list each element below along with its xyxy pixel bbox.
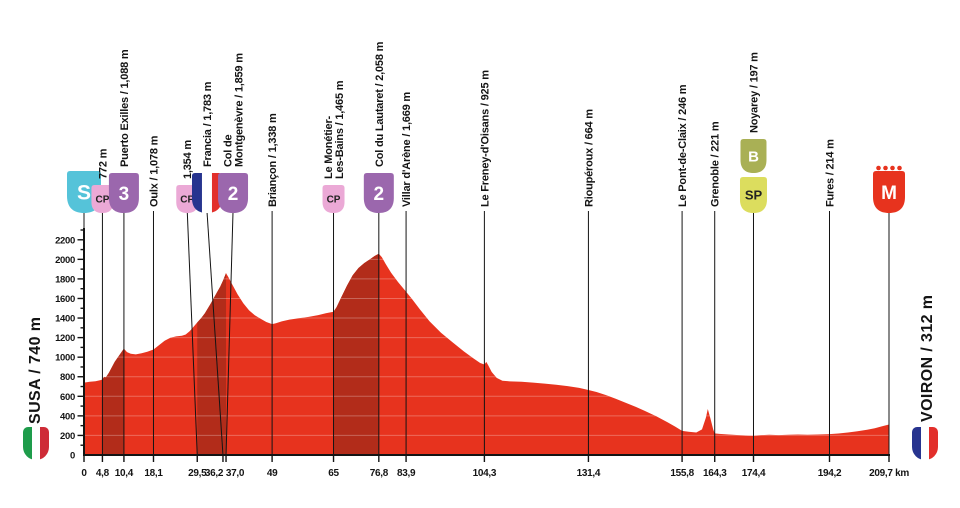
y-tick-label: 0 (70, 451, 75, 462)
y-tick-label: 400 (60, 411, 75, 422)
badge-checkpoint-cp: CP (91, 185, 114, 213)
x-tick-label: 155,8 (670, 468, 694, 479)
climb-section (197, 273, 227, 455)
waypoint-label: 772 m (97, 148, 109, 179)
x-tick-label: 131,4 (577, 468, 601, 479)
svg-text:CP: CP (327, 195, 341, 206)
waypoint-label: Grenoble / 221 m (710, 121, 722, 207)
svg-text:3: 3 (119, 184, 130, 205)
waypoint-label: Montgenèvre / 1,859 m (234, 53, 246, 167)
waypoint-line (186, 210, 198, 456)
x-tick-label: 83,9 (397, 468, 416, 479)
y-tick-label: 2000 (55, 255, 75, 266)
y-tick-label: 800 (60, 372, 75, 383)
svg-text:CP: CP (95, 195, 109, 206)
badge-category-2: 2 (363, 173, 394, 213)
waypoint-label: Col du Lautaret / 2,058 m (374, 41, 386, 167)
waypoint-label: Le Monétier- (323, 115, 335, 179)
x-tick-label: 164,3 (703, 468, 727, 479)
badge-category-2: 2 (218, 173, 249, 213)
badge-finish-m: M (873, 165, 905, 213)
badge-checkpoint-cp: CP (322, 185, 345, 213)
waypoint-line (206, 210, 224, 456)
badge-flag-france (191, 173, 222, 213)
svg-text:CP: CP (180, 195, 194, 206)
y-tick-label: 1600 (55, 294, 75, 305)
x-tick-label: 36,2 (205, 468, 224, 479)
waypoint-label: Noyarey / 197 m (748, 52, 760, 133)
x-tick-label: 209,7 km (869, 468, 909, 479)
svg-text:SP: SP (745, 188, 763, 203)
x-tick-label: 194,2 (818, 468, 842, 479)
badge-bonus-b: B (740, 139, 767, 173)
y-tick-label: 600 (60, 392, 75, 403)
svg-text:2: 2 (228, 184, 239, 205)
x-tick-label: 18,1 (144, 468, 163, 479)
svg-text:S: S (77, 182, 91, 205)
x-tick-label: 29,5 (188, 468, 207, 479)
svg-text:2: 2 (374, 184, 385, 205)
badge-category-3: 3 (108, 173, 139, 213)
waypoint-label: Oulx / 1,078 m (148, 135, 160, 207)
climb-section (102, 348, 124, 455)
y-tick-label: 1800 (55, 274, 75, 285)
waypoint-label: Rioupéroux / 664 m (583, 109, 595, 207)
waypoint-label: 1,354 m (182, 140, 194, 179)
svg-text:M: M (881, 183, 897, 204)
waypoint-label: Briançon / 1,338 m (267, 113, 279, 207)
elevation-area (84, 253, 889, 455)
climb-section (333, 253, 379, 455)
waypoint-label: Le Pont-de-Claix / 246 m (677, 84, 689, 207)
y-tick-label: 1200 (55, 333, 75, 344)
x-tick-label: 4,8 (96, 468, 110, 479)
waypoint-label: Les-Bains / 1,465 m (334, 80, 346, 179)
waypoint-label: Francia / 1,783 m (202, 81, 214, 167)
waypoint-label: Col de (223, 135, 235, 167)
italy-flag-icon (23, 427, 49, 460)
finish-town-label: VOIRON / 312 m (919, 294, 936, 422)
waypoint-label: Le Freney-d'Oisans / 925 m (479, 70, 491, 207)
x-tick-label: 0 (81, 468, 87, 479)
y-tick-label: 200 (60, 431, 75, 442)
y-tick-label: 2200 (55, 235, 75, 246)
x-tick-label: 49 (267, 468, 278, 479)
waypoint-label: Puerto Exilles / 1,088 m (119, 49, 131, 167)
x-tick-label: 65 (328, 468, 339, 479)
y-tick-label: 1000 (55, 353, 75, 364)
svg-text:B: B (748, 148, 759, 165)
waypoint-label: Villar d'Arène / 1,669 m (401, 92, 413, 207)
x-tick-label: 174,4 (742, 468, 766, 479)
y-tick-label: 1400 (55, 314, 75, 325)
start-town-label: SUSA / 740 m (27, 316, 44, 424)
x-tick-label: 104,3 (473, 468, 497, 479)
waypoint-label: Fures / 214 m (824, 139, 836, 207)
waypoint-line (225, 210, 234, 456)
x-tick-label: 10,4 (115, 468, 134, 479)
badge-sprint-sp: SP (739, 177, 767, 213)
x-tick-label: 76,8 (370, 468, 389, 479)
x-tick-label: 37,0 (226, 468, 245, 479)
france-flag-icon (912, 427, 938, 460)
